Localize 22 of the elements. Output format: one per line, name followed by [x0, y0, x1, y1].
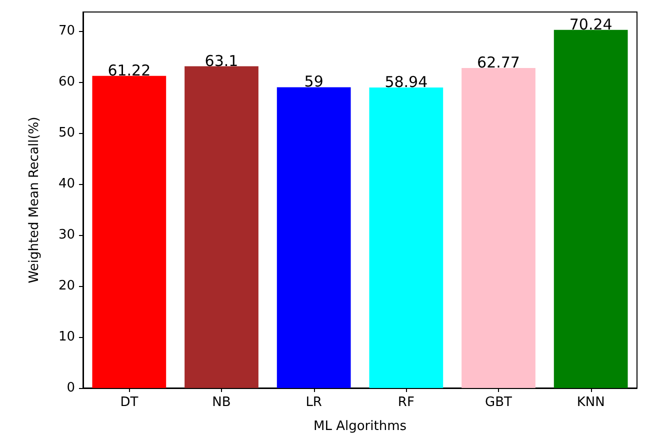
y-tick-label: 0: [66, 380, 75, 396]
data-label: 58.94: [384, 73, 428, 92]
y-tick-label: 50: [58, 126, 75, 141]
x-tick-label: NB: [212, 395, 231, 410]
data-label: 70.24: [569, 15, 612, 34]
y-tick-label: 70: [58, 24, 75, 39]
x-tick-label: DT: [120, 395, 138, 410]
y-tick-label: 60: [58, 74, 75, 90]
data-label: 61.22: [108, 61, 151, 80]
x-tick-label: LR: [306, 395, 322, 410]
data-label: 59: [304, 72, 324, 91]
x-tick-label: KNN: [576, 395, 605, 410]
x-tick-label: GBT: [485, 395, 512, 410]
data-label: 62.77: [477, 53, 520, 72]
y-tick-label: 20: [58, 278, 75, 294]
data-label: 63.1: [204, 52, 238, 70]
y-tick-label: 10: [58, 330, 75, 345]
y-axis-title: Weighted Mean Recall(%): [27, 116, 42, 284]
x-tick-label: RF: [398, 395, 414, 410]
x-axis-title: ML Algorithms: [313, 419, 407, 434]
y-tick-label: 30: [58, 228, 75, 243]
y-tick-label: 40: [58, 176, 75, 192]
